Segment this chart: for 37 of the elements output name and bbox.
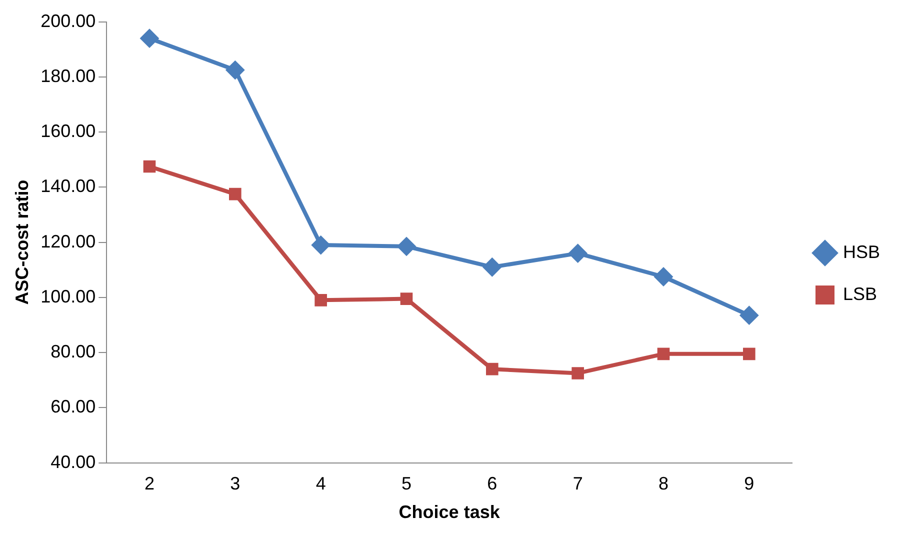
point [314,294,327,306]
point [743,348,756,360]
point [482,258,502,277]
x-tick-label: 4 [316,474,326,494]
x-axis-title: Choice task [398,502,501,522]
legend-label: LSB [842,284,878,304]
y-tick-label: 140.00 [40,176,96,196]
point [311,236,330,255]
x-tick-label: 6 [487,474,498,494]
y-tick-label: 80.00 [50,342,96,362]
y-axis-title: ASC-cost ratio [12,180,32,305]
point [140,28,159,48]
point [226,60,245,80]
y-tick-label: 120.00 [40,231,96,252]
y-tick-label: 180.00 [40,66,96,86]
point [657,348,670,360]
y-tick-label: 100.00 [40,286,96,306]
point [396,236,416,256]
point [486,362,498,376]
point [229,188,242,200]
y-tick-label: 40.00 [50,452,96,472]
point [572,367,584,380]
y-tick-label: 60.00 [50,396,96,417]
x-tick-label: 5 [401,474,412,494]
x-tick-label: 7 [572,474,583,494]
y-tick-label: 200.00 [40,10,96,31]
point [568,244,588,263]
point [143,160,156,173]
x-tick-label: 3 [230,474,240,494]
x-tick-label: 2 [144,474,154,494]
x-tick-label: 8 [658,474,668,494]
y-tick-label: 160.00 [40,121,96,142]
x-tick-label: 9 [744,474,754,494]
legend-label: HSB [842,242,880,262]
point [400,292,413,305]
point [740,306,759,325]
point [654,267,673,286]
